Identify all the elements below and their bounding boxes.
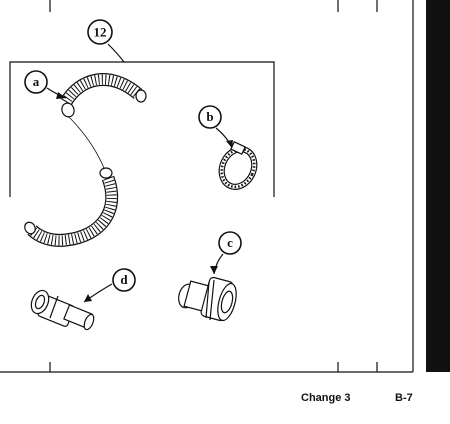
change-notice: Change 3	[301, 392, 351, 404]
hose-part-a	[24, 73, 147, 247]
item-number-leader	[107, 43, 125, 63]
callout-b-text: b	[206, 109, 213, 124]
arrowhead-d	[84, 294, 92, 302]
arrowhead-b	[226, 140, 233, 148]
connector-part-d	[30, 289, 95, 331]
connector-part-c	[178, 276, 237, 322]
callout-d-text: d	[120, 272, 128, 287]
clamp-part-b	[218, 141, 258, 190]
arrowhead-c	[210, 266, 218, 274]
page-edge-bar	[426, 0, 450, 372]
callout-a: a	[24, 70, 48, 94]
callout-d: d	[112, 268, 136, 292]
item-number-text: 12	[94, 25, 107, 40]
callout-c-text: c	[227, 235, 233, 250]
kit-bracket	[9, 61, 275, 197]
callout-b: b	[198, 105, 222, 129]
arrowhead-a	[56, 92, 66, 99]
page-number: B-7	[395, 392, 413, 404]
item-number-callout: 12	[87, 19, 113, 45]
callout-c: c	[218, 231, 242, 255]
callout-a-text: a	[33, 74, 40, 89]
